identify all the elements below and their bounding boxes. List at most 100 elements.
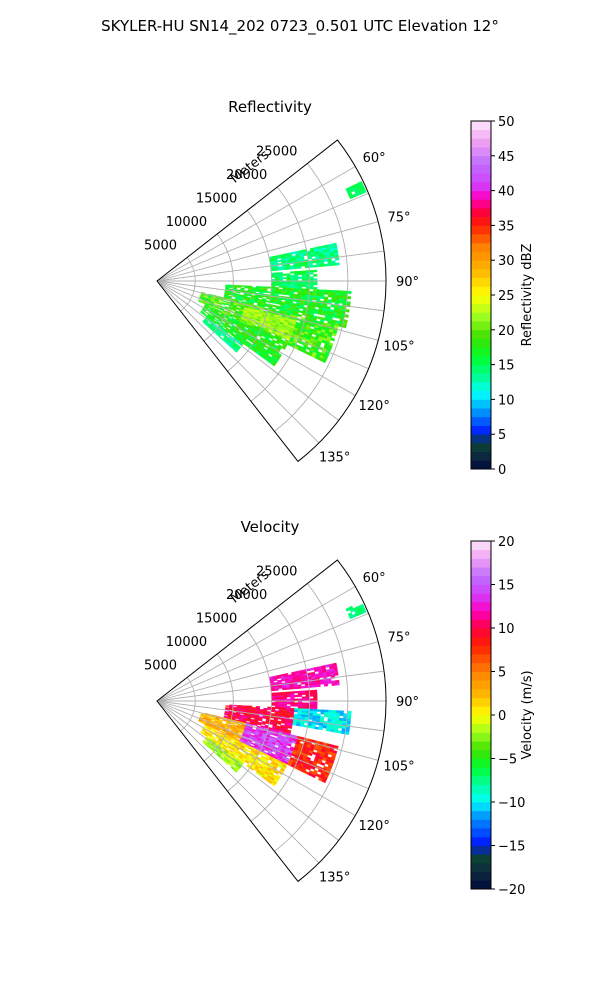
colorbar-tick-label: 5 [498, 428, 506, 443]
echo-gate [309, 286, 314, 290]
colorbar-segment [471, 242, 491, 252]
echo-gate [286, 693, 291, 696]
echo-region [202, 316, 244, 353]
echo-gate [297, 266, 302, 269]
panel-title: Reflectivity [228, 98, 312, 116]
colorbar-label: Reflectivity dBZ [520, 244, 535, 347]
echo-gate [305, 286, 310, 290]
colorbar-segment [471, 880, 491, 890]
colorbar-segment [471, 610, 491, 620]
echo-gate [281, 346, 286, 350]
colorbar-segment [471, 347, 491, 357]
echo-gate [318, 727, 323, 731]
echo-gate [271, 275, 276, 278]
echo-gate [286, 275, 291, 278]
echo-gate [301, 696, 306, 699]
echo-gate [275, 282, 280, 285]
echo-gate [313, 702, 318, 706]
echo-gate [301, 282, 306, 285]
colorbar-segment [471, 295, 491, 305]
echo-gate [305, 690, 310, 693]
echo-gate [274, 268, 279, 271]
echo-gate [313, 274, 318, 277]
echo-gate [278, 695, 284, 698]
colorbar-segment [471, 399, 491, 409]
range-tick-label: 25000 [256, 145, 297, 160]
colorbar-segment [471, 775, 491, 785]
echo-gate [290, 704, 295, 707]
echo-gate [278, 697, 284, 700]
echo-gate [332, 290, 337, 294]
echo-gate [305, 692, 310, 695]
colorbar-segment [471, 732, 491, 742]
echo-gate [294, 702, 299, 705]
echo-region [287, 735, 339, 784]
echo-gate [339, 290, 344, 294]
echo-gate [335, 682, 340, 686]
echo-gate [275, 278, 280, 281]
echo-gate [309, 706, 314, 710]
colorbar-segment [471, 601, 491, 611]
range-ring [227, 630, 272, 792]
echo-gate [305, 282, 310, 286]
echo-gate [266, 291, 272, 294]
colorbar-segment [471, 662, 491, 672]
echo-gate [297, 313, 303, 318]
echo-gate [305, 694, 310, 697]
echo-gate [305, 274, 310, 277]
echo-field [197, 603, 367, 787]
echo-gate [282, 267, 287, 271]
colorbar-segment [471, 854, 491, 864]
echo-gate [240, 285, 245, 287]
echo-gate [275, 697, 280, 700]
echo-gate [316, 264, 321, 268]
echo-gate [282, 277, 287, 280]
panel-title: Velocity [241, 518, 300, 536]
echo-gate [309, 692, 314, 695]
colorbar-segment [471, 688, 491, 698]
azimuth-spoke [156, 586, 356, 702]
azimuth-spoke [156, 250, 385, 282]
colorbar-segment [471, 173, 491, 183]
echo-gate [335, 292, 340, 296]
echo-gate [313, 691, 318, 695]
echo-gate [301, 284, 306, 287]
colorbar-segment [471, 382, 491, 392]
echo-gate [316, 316, 322, 320]
echo-gate [285, 267, 291, 270]
echo-gate [339, 712, 344, 717]
echo-gate [278, 282, 284, 285]
range-ring [274, 583, 349, 852]
echo-gate [233, 704, 238, 707]
echo-gate [271, 702, 276, 705]
echo-gate [289, 267, 295, 270]
echo-gate [322, 725, 328, 729]
echo-gate [293, 690, 299, 694]
azimuth-spoke [156, 166, 356, 282]
echo-gate [320, 762, 326, 767]
echo-gate [271, 362, 276, 367]
echo-gate [305, 698, 310, 701]
echo-gate [272, 304, 277, 308]
echo-gate [298, 276, 303, 279]
echo-gate [309, 278, 314, 281]
echo-gate [290, 696, 295, 700]
colorbar-segment [471, 277, 491, 287]
echo-gate [250, 321, 256, 325]
range-tick-label: 10000 [166, 215, 207, 230]
echo-gate [271, 703, 276, 706]
echo-gate [297, 284, 303, 287]
echo-gate [298, 282, 303, 285]
echo-gate [286, 276, 291, 280]
echo-gate [316, 289, 322, 292]
azimuth-tick-label: 90° [396, 275, 419, 290]
echo-gate [309, 704, 314, 708]
figure-suptitle: SKYLER-HU SN14_202 0723_0.501 UTC Elevat… [101, 17, 499, 36]
echo-gate [270, 709, 276, 713]
colorbar-segment [471, 329, 491, 339]
colorbar: 0 5 10 15 20 25 30 35 40 45 50 Reflectivity dBZ [470, 115, 535, 478]
colorbar-tick-label: 5 [498, 666, 506, 681]
azimuth-spoke [156, 670, 385, 702]
colorbar-tick-label: −20 [498, 883, 525, 898]
